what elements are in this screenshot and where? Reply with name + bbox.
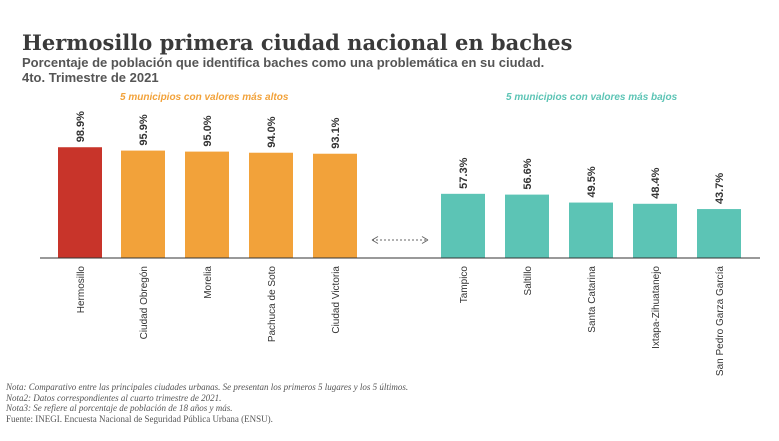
- group-label-low: 5 municipios con valores más bajos: [506, 92, 678, 103]
- subtitle-line-1: Porcentaje de población que identifica b…: [22, 55, 545, 70]
- value-label-ciudad-victoria: 93.1%: [330, 117, 342, 148]
- value-label-ixtapa-zihuatanejo: 48.4%: [650, 167, 662, 198]
- value-label-hermosillo: 98.9%: [75, 111, 87, 142]
- bar-ixtapa-zihuatanejo: [633, 203, 677, 258]
- note-1: Nota: Comparativo entre las principales …: [6, 382, 409, 392]
- value-label-pachuca-de-soto: 94.0%: [266, 116, 278, 147]
- value-label-morelia: 95.0%: [202, 115, 214, 146]
- category-label-tampico: Tampico: [459, 266, 470, 304]
- category-label-ixtapa-zihuatanejo: Ixtapa-Zihuatanejo: [651, 266, 662, 349]
- category-labels-layer: Hermosillo Ciudad Obregón Morelia Pachuca d…: [76, 266, 726, 376]
- value-labels-layer: 98.9% 95.9% 95.0% 94.0% 93.1% 57.3% 56.6% 49.5%…: [75, 111, 726, 204]
- note-3: Nota3: Se refiere al porcentaje de pobla…: [6, 403, 233, 413]
- gap-arrow-icon: [371, 236, 429, 244]
- value-label-tampico: 57.3%: [458, 157, 470, 188]
- category-label-hermosillo: Hermosillo: [76, 266, 87, 314]
- chart-subtitle: Porcentaje de población que identifica b…: [22, 55, 544, 85]
- group-label-high: 5 municipios con valores más altos: [120, 92, 289, 103]
- category-label-saltillo: Saltillo: [523, 266, 534, 296]
- note-2: Nota2: Datos correspondientes al cuarto …: [6, 392, 222, 403]
- bar-ciudad-obregon: [121, 150, 165, 258]
- subtitle-line-2: 4to. Trimestre de 2021: [22, 70, 159, 85]
- chart-title: Hermosillo primera ciudad nacional en ba…: [22, 30, 573, 55]
- notes-block: Nota: Comparativo entre las principales …: [6, 382, 408, 424]
- category-label-ciudad-victoria: Ciudad Victoria: [331, 266, 342, 334]
- bars-layer: [58, 147, 741, 258]
- category-label-santa-catarina: Santa Catarina: [587, 266, 598, 333]
- category-label-san-pedro-garza-garcia: San Pedro Garza García: [715, 266, 726, 376]
- value-label-ciudad-obregon: 95.9%: [138, 114, 150, 145]
- value-label-san-pedro-garza-garcia: 43.7%: [714, 173, 726, 204]
- bar-morelia: [185, 151, 229, 258]
- category-label-ciudad-obregon: Ciudad Obregón: [139, 266, 150, 339]
- value-label-santa-catarina: 49.5%: [586, 166, 598, 197]
- bar-pachuca-de-soto: [249, 152, 293, 258]
- bar-hermosillo: [58, 147, 102, 258]
- bar-santa-catarina: [569, 202, 613, 258]
- bar-saltillo: [505, 194, 549, 258]
- bar-ciudad-victoria: [313, 153, 357, 258]
- bar-san-pedro-garza-garcia: [697, 209, 741, 258]
- category-label-morelia: Morelia: [203, 266, 214, 299]
- source-note: Fuente: INEGI. Encuesta Nacional de Segu…: [6, 413, 273, 424]
- category-label-pachuca-de-soto: Pachuca de Soto: [267, 266, 278, 343]
- bar-tampico: [441, 193, 485, 258]
- value-label-saltillo: 56.6%: [522, 158, 534, 189]
